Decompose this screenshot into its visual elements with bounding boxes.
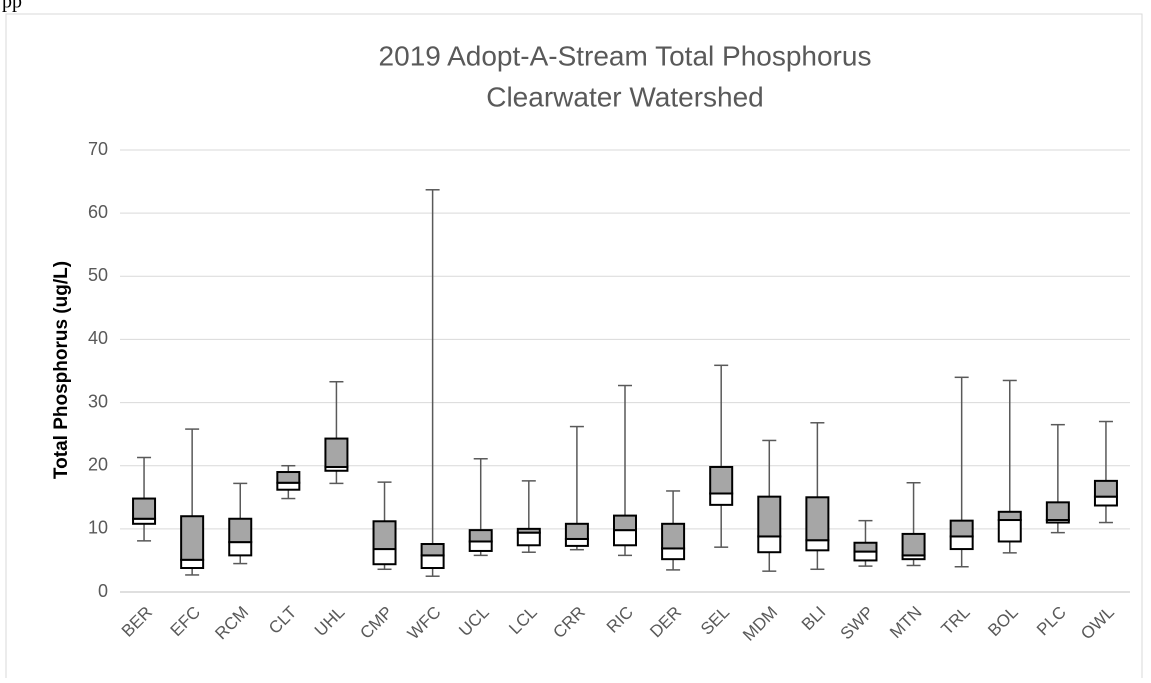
y-tick-label: 40 bbox=[88, 328, 108, 348]
x-tick-label: SWP bbox=[837, 603, 878, 644]
y-tick-label: 60 bbox=[88, 202, 108, 222]
y-tick-label: 20 bbox=[88, 454, 108, 474]
box-upper bbox=[468, 529, 493, 543]
box-upper bbox=[853, 541, 878, 553]
box-upper bbox=[997, 510, 1022, 522]
box-upper bbox=[132, 497, 157, 520]
box-lower bbox=[564, 537, 589, 547]
box-upper bbox=[276, 471, 301, 484]
x-tick-label: LCL bbox=[505, 603, 540, 638]
box-lower bbox=[709, 492, 734, 506]
y-axis-label: Total Phosphorus (ug/L) bbox=[51, 261, 72, 479]
box-upper bbox=[180, 515, 205, 561]
y-tick-label: 10 bbox=[88, 518, 108, 538]
box-lower bbox=[420, 554, 445, 570]
x-tick-label: CRR bbox=[549, 603, 588, 642]
box-lower bbox=[468, 540, 493, 552]
x-tick-label: UCL bbox=[455, 603, 492, 640]
box-upper bbox=[1045, 501, 1070, 522]
box-lower bbox=[1093, 495, 1118, 507]
x-tick-label: BOL bbox=[984, 603, 1021, 640]
box-upper bbox=[709, 465, 734, 495]
box-upper bbox=[805, 496, 830, 542]
chart-frame bbox=[5, 13, 1143, 683]
box-lower bbox=[949, 535, 974, 551]
box-upper bbox=[420, 543, 445, 557]
x-tick-label: RCM bbox=[211, 603, 252, 644]
x-tick-label: SEL bbox=[697, 603, 733, 639]
box-lower bbox=[757, 535, 782, 554]
x-tick-label: CLT bbox=[265, 603, 300, 638]
box-lower bbox=[276, 481, 301, 491]
x-tick-label: BLI bbox=[798, 603, 829, 634]
box-lower bbox=[516, 531, 541, 547]
x-tick-label: TRL bbox=[938, 603, 974, 639]
chart-subtitle: Clearwater Watershed bbox=[486, 81, 764, 112]
box-lower bbox=[228, 541, 253, 557]
box-lower bbox=[613, 529, 637, 547]
x-tick-label: UHL bbox=[311, 603, 348, 640]
box-lower bbox=[180, 558, 205, 570]
box-lower bbox=[997, 519, 1022, 543]
x-tick-label: WFC bbox=[404, 603, 445, 644]
y-tick-label: 0 bbox=[98, 581, 108, 601]
box-lower bbox=[805, 539, 830, 552]
box-upper bbox=[564, 522, 589, 540]
y-tick-label: 70 bbox=[88, 139, 108, 159]
box-upper bbox=[901, 532, 926, 557]
x-tick-label: DER bbox=[646, 603, 685, 642]
box-upper bbox=[324, 437, 349, 468]
x-tick-label: RIC bbox=[603, 603, 637, 637]
y-tick-label: 50 bbox=[88, 265, 108, 285]
box-upper bbox=[1093, 479, 1118, 498]
x-tick-label: PLC bbox=[1033, 603, 1070, 640]
box-upper bbox=[949, 519, 974, 538]
box-upper bbox=[613, 514, 637, 532]
box-upper bbox=[516, 527, 541, 534]
x-tick-label: CMP bbox=[356, 603, 396, 643]
box-lower bbox=[853, 550, 878, 562]
page-fragment: pp bbox=[2, 0, 22, 13]
box-upper bbox=[757, 495, 782, 538]
box-upper bbox=[228, 517, 253, 544]
x-tick-label: BER bbox=[118, 603, 156, 641]
y-tick-label: 30 bbox=[88, 391, 108, 411]
x-tick-label: EFC bbox=[167, 603, 204, 640]
chart-title: 2019 Adopt-A-Stream Total Phosphorus bbox=[379, 40, 872, 71]
x-tick-label: MDM bbox=[739, 603, 781, 645]
box-lower bbox=[372, 548, 397, 566]
box-lower bbox=[661, 547, 686, 561]
x-tick-label: OWL bbox=[1077, 603, 1118, 644]
x-tick-label: MTN bbox=[886, 603, 925, 642]
box-upper bbox=[661, 522, 686, 550]
box-upper bbox=[372, 520, 397, 551]
